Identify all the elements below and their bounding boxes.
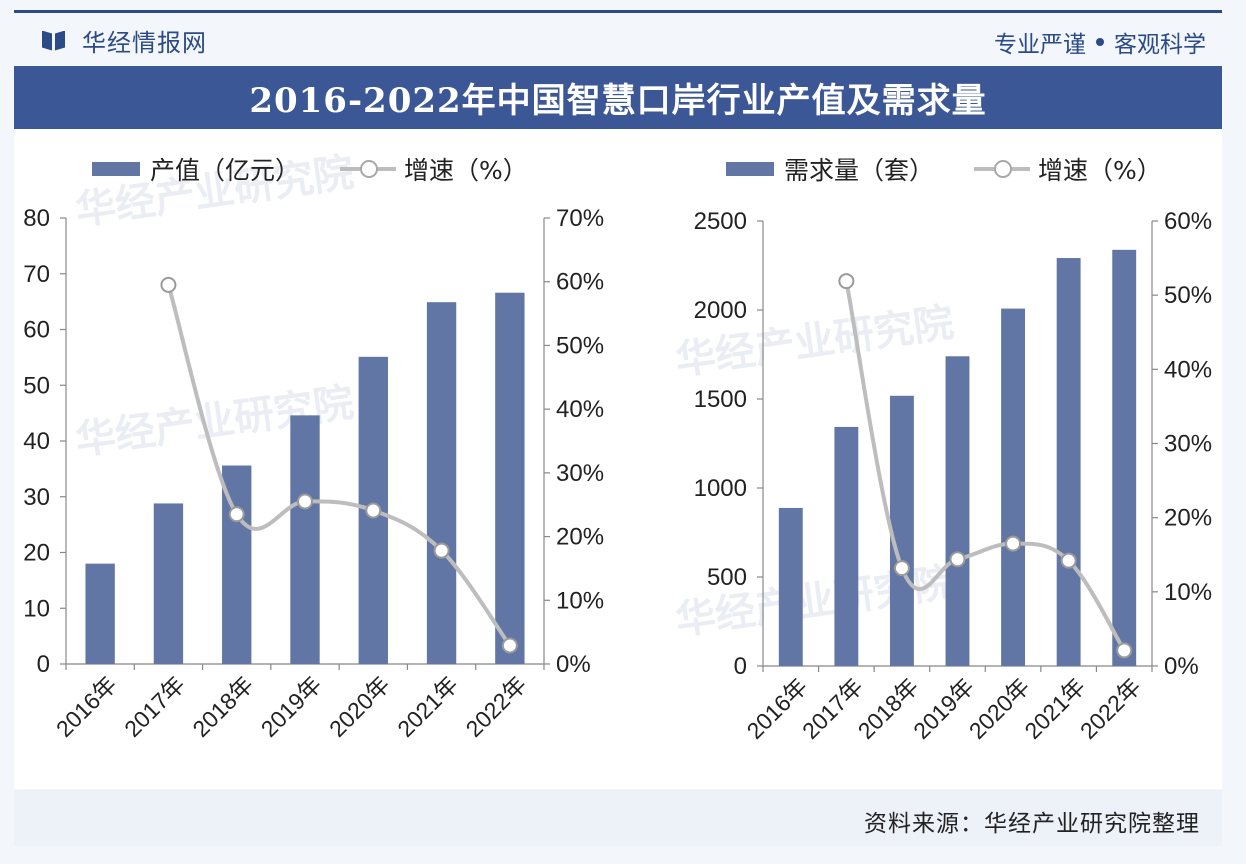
growth-point xyxy=(1116,642,1133,659)
growth-line xyxy=(166,284,512,647)
y-left-tick-label: 60 xyxy=(23,317,50,344)
growth-point xyxy=(501,637,518,654)
bar xyxy=(945,356,970,666)
x-tick-label: 2019年 xyxy=(256,671,327,742)
growth-point xyxy=(228,506,245,523)
slogan: 专业严谨 客观科学 xyxy=(994,25,1206,59)
y-right-tick-label: 0% xyxy=(1164,653,1199,680)
bar xyxy=(834,426,859,666)
y-right-tick-label: 60% xyxy=(1164,208,1212,235)
slogan-left: 专业严谨 xyxy=(994,32,1086,58)
slogan-right: 客观科学 xyxy=(1114,32,1206,58)
chart-demand-quantity: 0 500 1000 1500 2000 2500 0% 10% 20% 30% 40% 50% 60%… xyxy=(694,208,1212,744)
title-bar: 2016-2022年中国智慧口岸行业产值及需求量 xyxy=(14,66,1222,129)
bar xyxy=(1056,258,1081,666)
top-rule xyxy=(14,10,1222,13)
legend-line-swatch xyxy=(340,159,397,179)
brand: 华经情报网 xyxy=(42,23,207,58)
bullet-dot-icon xyxy=(1096,38,1104,46)
x-tick-label: 2018年 xyxy=(187,671,258,742)
legend-bar-label: 产值（亿元） xyxy=(150,156,301,185)
y-right-tick-label: 30% xyxy=(556,460,604,487)
growth-point xyxy=(1005,535,1022,552)
bar xyxy=(1001,308,1026,666)
y-left-tick-label: 500 xyxy=(707,564,747,591)
bar xyxy=(153,503,184,664)
x-tick-label: 2020年 xyxy=(324,671,395,742)
y-right-tick-label: 0% xyxy=(556,651,591,678)
growth-point xyxy=(838,273,855,290)
brand-name: 华经情报网 xyxy=(82,29,207,57)
y-right-tick-label: 50% xyxy=(556,332,604,359)
x-tick-label: 2022年 xyxy=(1075,673,1146,744)
chart-output-value: 0 10 20 30 40 50 60 70 80 0% 10% 20% 30% 40% 50% 60% 70%… xyxy=(23,205,604,742)
page-title: 2016-2022年中国智慧口岸行业产值及需求量 xyxy=(249,81,987,121)
growth-point xyxy=(893,560,910,577)
y-right-tick-label: 20% xyxy=(556,524,604,551)
y-left-tick-label: 2500 xyxy=(694,208,747,235)
y-left-tick-label: 40 xyxy=(23,428,50,455)
y-left-tick-label: 0 xyxy=(37,651,50,678)
bar xyxy=(426,302,457,664)
legend-bar-swatch xyxy=(92,162,140,176)
growth-point xyxy=(160,276,177,293)
bar xyxy=(290,415,320,664)
y-right-tick-label: 10% xyxy=(1164,579,1212,606)
bar xyxy=(495,292,525,664)
y-right-tick-label: 70% xyxy=(556,205,604,232)
x-tick-label: 2021年 xyxy=(1019,673,1090,744)
growth-point xyxy=(365,502,382,519)
bar xyxy=(778,507,803,666)
x-tick-label: 2020年 xyxy=(964,673,1035,744)
growth-point xyxy=(297,493,313,510)
x-tick-label: 2018年 xyxy=(853,673,924,744)
bar xyxy=(85,563,115,664)
x-tick-label: 2021年 xyxy=(392,671,463,742)
y-right-tick-label: 40% xyxy=(1164,356,1212,383)
chart-area: 华经产业研究院 华经产业研究院 华经产业研究院 华经产业研究院 产值（亿元） 增… xyxy=(14,129,1222,789)
y-left-tick-label: 50 xyxy=(23,372,50,399)
y-left-tick-label: 2000 xyxy=(694,297,747,324)
bar xyxy=(1112,249,1137,666)
x-tick-label: 2017年 xyxy=(119,671,190,742)
legend-line-swatch xyxy=(974,159,1031,179)
growth-line xyxy=(844,280,1126,652)
y-left-tick-label: 30 xyxy=(23,484,50,511)
legend-left: 产值（亿元） 增速（%） xyxy=(92,151,528,187)
x-tick-label: 2022年 xyxy=(461,671,532,742)
y-right-tick-label: 40% xyxy=(556,396,604,423)
legend-right: 需求量（套） 增速（%） xyxy=(726,151,1162,187)
brand-logo-icon xyxy=(42,28,68,54)
y-left-tick-label: 1000 xyxy=(694,475,747,502)
growth-point xyxy=(1060,552,1077,569)
x-tick-label: 2016年 xyxy=(741,673,812,744)
y-left-tick-label: 20 xyxy=(23,540,50,567)
y-right-tick-label: 20% xyxy=(1164,505,1212,532)
y-left-tick-label: 10 xyxy=(23,595,50,622)
legend-line-label: 增速（%） xyxy=(1038,156,1162,185)
legend-bar-swatch xyxy=(726,162,774,176)
y-left-tick-label: 80 xyxy=(23,205,50,232)
y-right-tick-label: 10% xyxy=(556,587,604,614)
x-tick-label: 2019年 xyxy=(908,673,979,744)
y-left-tick-label: 0 xyxy=(734,653,747,680)
source-note: 资料来源：华经产业研究院整理 xyxy=(864,811,1200,837)
footer: 资料来源：华经产业研究院整理 xyxy=(14,790,1222,846)
legend-bar-label: 需求量（套） xyxy=(784,156,935,185)
x-tick-label: 2017年 xyxy=(797,673,868,744)
legend-line-label: 增速（%） xyxy=(404,156,528,185)
bar xyxy=(889,395,914,666)
y-left-tick-label: 70 xyxy=(23,261,50,288)
y-right-tick-label: 30% xyxy=(1164,431,1212,458)
y-right-tick-label: 60% xyxy=(556,269,604,296)
y-right-tick-label: 50% xyxy=(1164,282,1212,309)
y-left-tick-label: 1500 xyxy=(694,386,747,413)
growth-point xyxy=(949,551,966,568)
header: 华经情报网 专业严谨 客观科学 xyxy=(14,13,1222,65)
x-tick-label: 2016年 xyxy=(51,671,122,742)
growth-point xyxy=(433,542,450,559)
